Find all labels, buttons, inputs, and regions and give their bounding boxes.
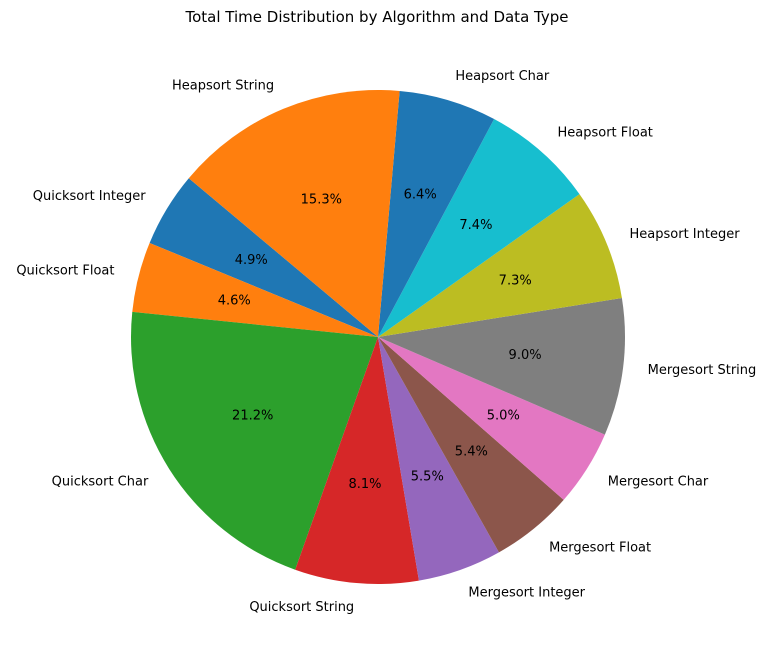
slice-percent-label: 6.4% bbox=[404, 187, 437, 202]
pie-slice bbox=[378, 118, 580, 337]
pie-slice bbox=[188, 89, 400, 337]
pie-slice bbox=[378, 337, 605, 500]
slice-category-label: Quicksort Char bbox=[52, 475, 149, 490]
pie-slice bbox=[378, 337, 499, 581]
slice-category-label: Mergesort String bbox=[648, 363, 757, 378]
slice-percent-label: 8.1% bbox=[349, 477, 382, 492]
slice-category-label: Mergesort Char bbox=[608, 475, 709, 490]
slice-category-label: Quicksort String bbox=[249, 600, 354, 615]
slice-category-label: Heapsort Char bbox=[455, 69, 550, 84]
slice-percent-label: 21.2% bbox=[232, 409, 273, 424]
slice-category-label: Quicksort Float bbox=[16, 263, 114, 278]
slice-percent-label: 5.5% bbox=[411, 469, 444, 484]
slice-percent-label: 9.0% bbox=[509, 348, 542, 363]
slice-percent-label: 5.4% bbox=[455, 445, 488, 460]
pie-slice bbox=[378, 297, 625, 435]
slice-percent-label: 4.6% bbox=[218, 293, 251, 308]
slice-category-label: Heapsort String bbox=[172, 78, 274, 93]
labels-layer: 4.9% Quicksort Integer 4.6% Quicksort Float… bbox=[16, 69, 756, 615]
slice-category-label: Heapsort Integer bbox=[630, 227, 741, 242]
slice-category-label: Mergesort Float bbox=[549, 541, 651, 556]
slices-layer bbox=[131, 89, 625, 584]
pie-slice bbox=[131, 311, 378, 570]
slice-category-label: Quicksort Integer bbox=[33, 189, 146, 204]
slice-percent-label: 7.4% bbox=[459, 218, 492, 233]
chart-title: Total Time Distribution by Algorithm and… bbox=[185, 8, 569, 26]
slice-percent-label: 5.0% bbox=[487, 409, 520, 424]
slice-category-label: Heapsort Float bbox=[557, 126, 652, 141]
slice-category-label: Mergesort Integer bbox=[468, 586, 585, 601]
pie-slice bbox=[378, 90, 495, 338]
slice-percent-label: 7.3% bbox=[499, 273, 532, 288]
pie-slice bbox=[378, 337, 564, 553]
slice-percent-label: 15.3% bbox=[301, 193, 342, 208]
slice-percent-label: 4.9% bbox=[235, 253, 268, 268]
pie-slice bbox=[149, 178, 378, 337]
pie-slice bbox=[295, 337, 419, 584]
pie-slice bbox=[378, 194, 622, 337]
pie-slice bbox=[132, 242, 378, 337]
